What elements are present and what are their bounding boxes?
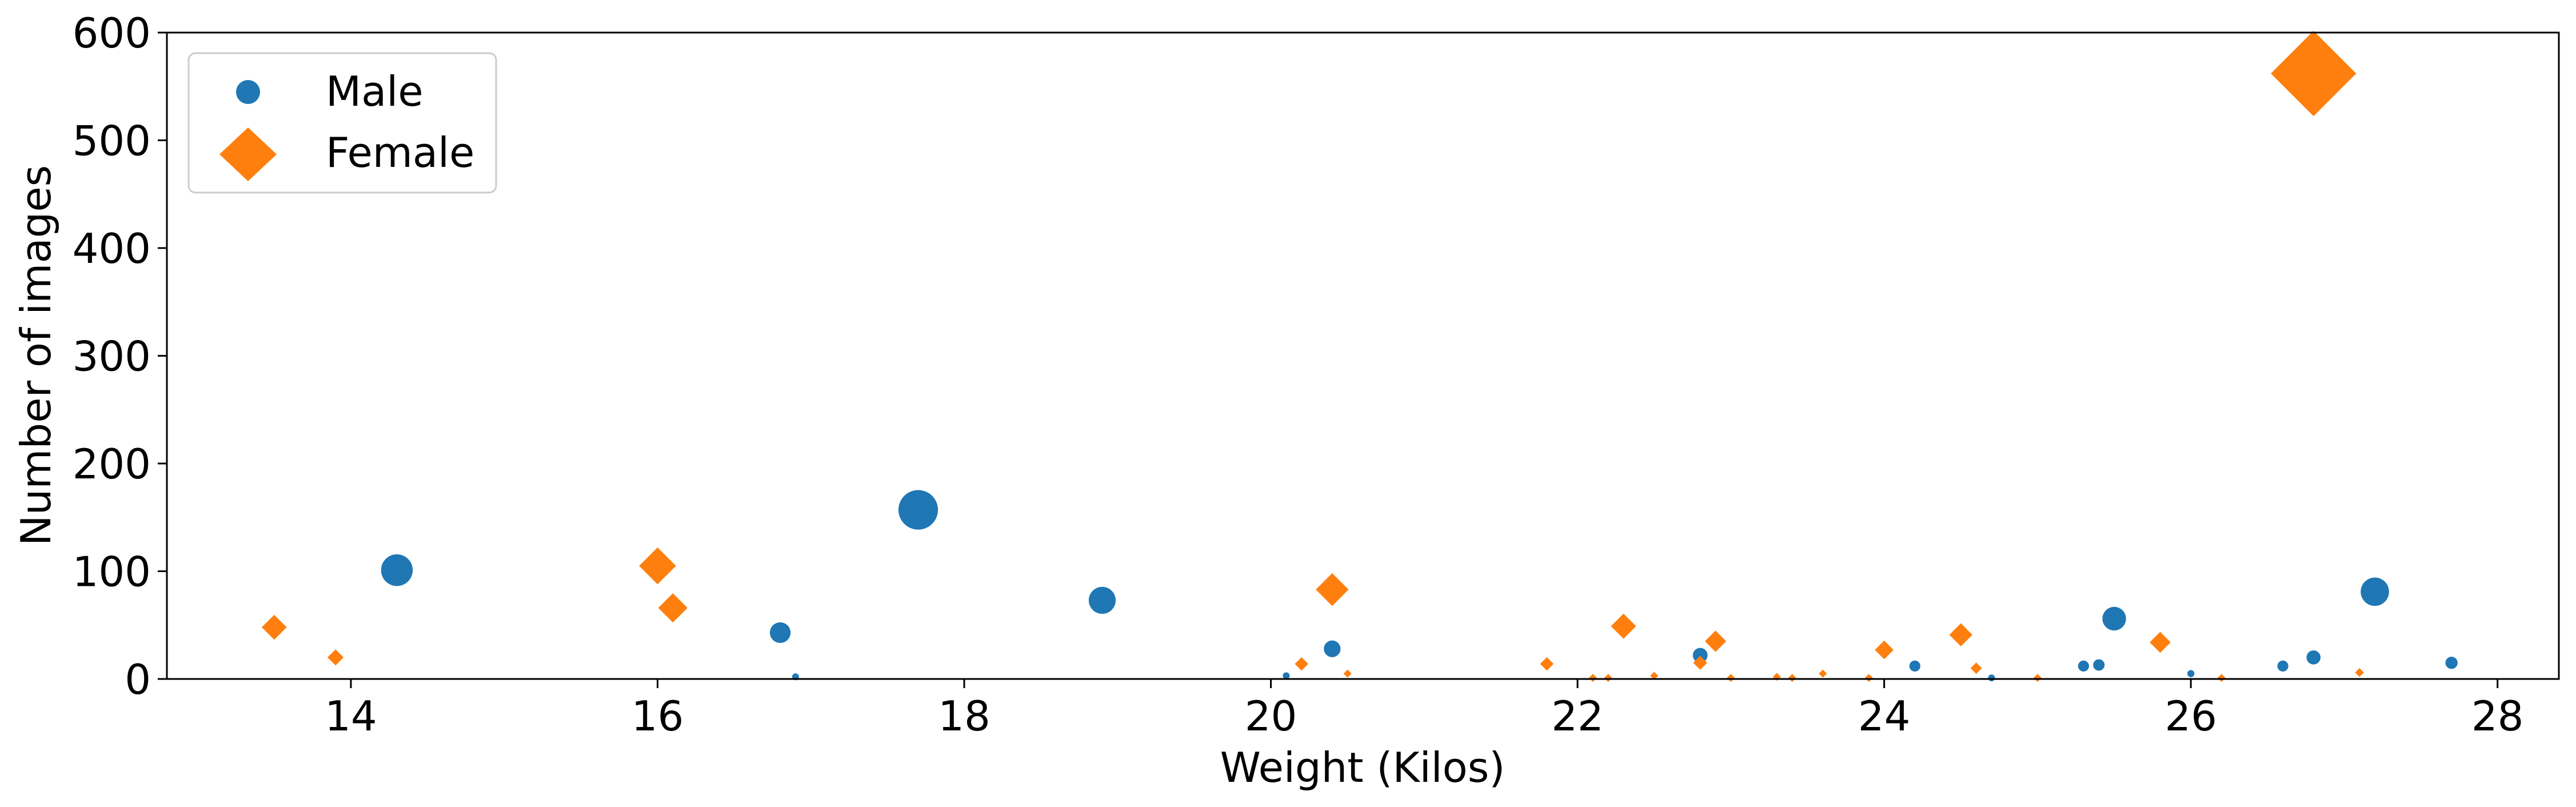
data-points	[261, 30, 2458, 682]
female-point	[1693, 656, 1707, 670]
female-point	[1588, 674, 1597, 682]
x-axis-ticks: 14 16 18 20 22 24 26 28	[325, 679, 2524, 740]
legend-male-marker	[236, 80, 260, 104]
male-point	[2102, 606, 2126, 631]
legend-female-label: Female	[326, 129, 474, 177]
female-point	[1316, 573, 1349, 606]
male-point	[898, 490, 938, 530]
x-tick-label: 22	[1551, 692, 1604, 740]
y-axis-label: Number of images	[12, 165, 60, 546]
male-point	[2306, 650, 2321, 665]
male-point	[1324, 640, 1341, 657]
male-point	[2361, 577, 2389, 606]
x-tick-label: 20	[1245, 692, 1297, 740]
female-point	[1295, 657, 1308, 671]
male-point	[2445, 657, 2458, 669]
male-point	[2093, 659, 2105, 671]
female-point	[261, 614, 287, 640]
female-point	[1949, 623, 1972, 646]
male-point	[769, 622, 791, 644]
legend-female-marker	[219, 127, 277, 181]
male-point	[2277, 660, 2289, 672]
female-point	[1864, 674, 1873, 682]
male-point	[2187, 670, 2195, 677]
female-point	[658, 593, 688, 623]
x-tick-label: 24	[1858, 692, 1911, 740]
female-point	[1970, 662, 1982, 674]
male-point	[1283, 672, 1290, 680]
y-tick-label: 500	[73, 117, 151, 165]
female-point	[1343, 669, 1352, 678]
y-tick-label: 100	[73, 548, 151, 596]
x-tick-label: 28	[2471, 692, 2524, 740]
x-tick-label: 14	[325, 692, 377, 740]
legend: Male Female	[187, 52, 497, 194]
x-axis-label: Weight (Kilos)	[1220, 744, 1505, 792]
y-tick-label: 300	[73, 333, 151, 381]
female-point	[1611, 613, 1636, 639]
male-point	[1692, 648, 1708, 663]
female-point	[2150, 632, 2171, 653]
female-point	[1650, 672, 1659, 680]
y-axis-ticks: 0 100 200 300 400 500 600	[73, 9, 167, 704]
female-point	[1819, 669, 1827, 678]
female-point	[639, 547, 676, 585]
female-point	[1540, 657, 1554, 671]
y-tick-label: 0	[125, 656, 151, 704]
female-point	[1604, 674, 1612, 682]
male-point	[1988, 674, 1995, 682]
y-tick-label: 400	[73, 225, 151, 273]
female-point	[2271, 30, 2357, 117]
x-tick-label: 26	[2164, 692, 2217, 740]
legend-male-label: Male	[326, 67, 424, 115]
female-point	[2355, 668, 2364, 677]
male-point	[1088, 586, 1116, 614]
x-tick-label: 18	[938, 692, 991, 740]
female-point	[2217, 674, 2226, 682]
female-point	[328, 649, 344, 666]
x-tick-label: 16	[632, 692, 684, 740]
female-point	[2033, 674, 2042, 682]
female-point	[1704, 630, 1727, 652]
y-tick-label: 200	[73, 440, 151, 488]
female-point	[1727, 674, 1735, 682]
y-tick-label: 600	[73, 9, 151, 57]
female-point	[1875, 640, 1894, 660]
male-point	[2078, 660, 2089, 672]
male-point	[381, 554, 413, 586]
male-point	[1909, 660, 1920, 672]
female-point	[1788, 674, 1796, 682]
